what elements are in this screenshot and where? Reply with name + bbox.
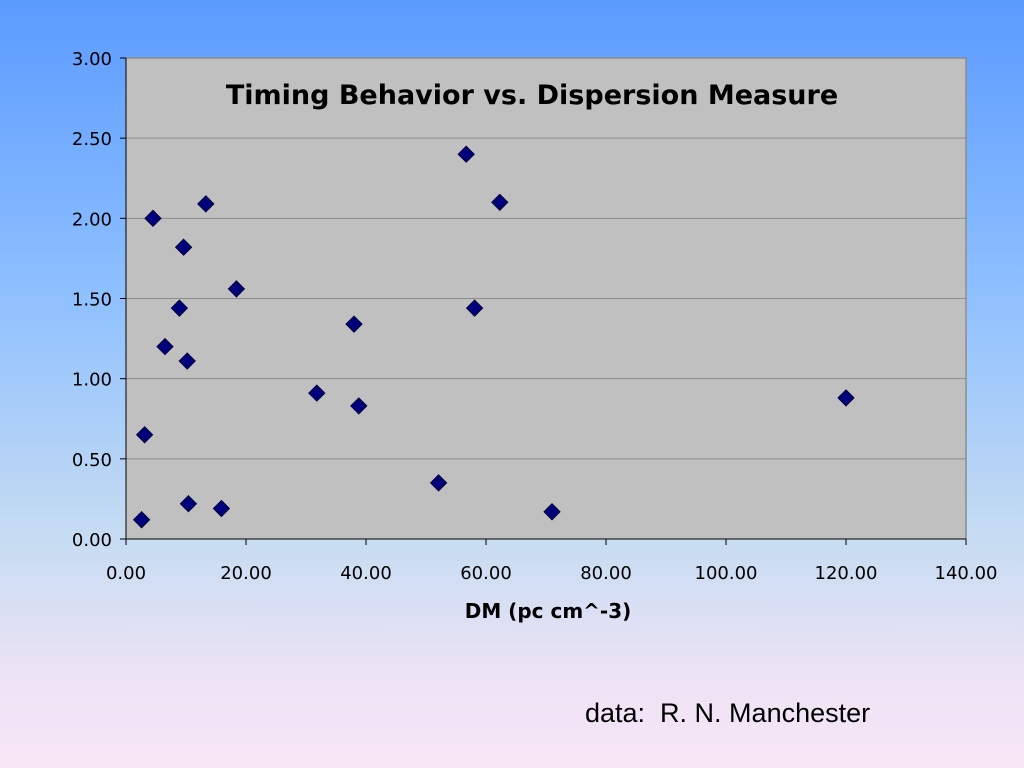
data-point-marker bbox=[144, 209, 162, 228]
y-tick-label: 2.50 bbox=[72, 129, 112, 150]
x-tick-label: 120.00 bbox=[815, 563, 878, 584]
data-points bbox=[132, 145, 855, 529]
chart-title: Timing Behavior vs. Dispersion Measure bbox=[226, 80, 838, 111]
data-point-marker bbox=[178, 352, 196, 370]
y-tick-label: 1.50 bbox=[72, 290, 112, 311]
x-tick-label: 0.00 bbox=[106, 563, 146, 584]
x-tick-label: 140.00 bbox=[935, 563, 998, 584]
data-point-marker bbox=[465, 299, 484, 317]
x-axis-label: DM (pc cm^-3) bbox=[465, 599, 632, 623]
data-point-marker bbox=[197, 195, 215, 213]
data-point-marker bbox=[135, 426, 154, 444]
data-point-marker bbox=[212, 499, 231, 518]
data-point-marker bbox=[132, 511, 151, 529]
data-point-marker bbox=[179, 495, 198, 513]
data-point-marker bbox=[837, 389, 855, 407]
x-axis-ticks: 0.00 20.00 40.00 60.00 80.00 100.00 120.00 140.… bbox=[106, 539, 998, 584]
y-tick-label: 0.50 bbox=[72, 450, 112, 471]
y-tick-label: 0.00 bbox=[72, 530, 112, 551]
x-tick-label: 20.00 bbox=[220, 563, 272, 584]
x-tick-label: 80.00 bbox=[580, 563, 632, 584]
data-point-marker bbox=[345, 315, 363, 333]
data-point-marker bbox=[227, 280, 246, 298]
x-tick-label: 60.00 bbox=[460, 563, 512, 584]
data-point-marker bbox=[170, 299, 189, 317]
data-point-marker bbox=[308, 384, 326, 402]
y-axis-ticks: 0.00 0.50 1.00 1.50 2.00 2.50 3.00 bbox=[72, 49, 126, 551]
data-credit: data: R. N. Manchester bbox=[585, 698, 871, 728]
data-point-marker bbox=[429, 474, 448, 492]
data-point-marker bbox=[350, 397, 368, 415]
data-point-marker bbox=[457, 145, 475, 163]
data-point-marker bbox=[156, 337, 174, 356]
y-tick-label: 3.00 bbox=[72, 49, 112, 70]
x-tick-label: 40.00 bbox=[340, 563, 392, 584]
y-tick-label: 2.00 bbox=[72, 209, 112, 230]
data-point-marker bbox=[543, 503, 561, 521]
y-tick-label: 1.00 bbox=[72, 370, 112, 391]
gridlines bbox=[126, 137, 966, 460]
data-point-marker bbox=[174, 238, 193, 256]
data-point-marker bbox=[491, 193, 509, 212]
x-tick-label: 100.00 bbox=[695, 563, 758, 584]
